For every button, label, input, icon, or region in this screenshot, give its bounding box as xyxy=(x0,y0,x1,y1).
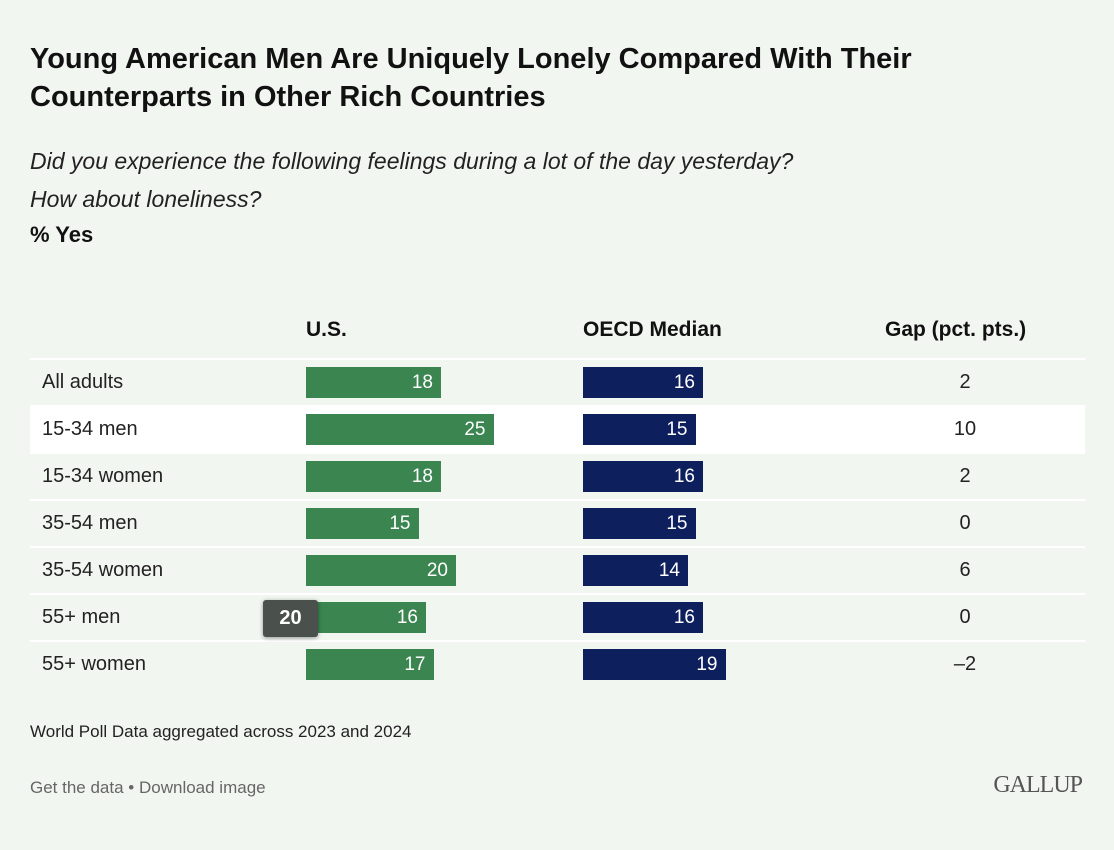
separator: • xyxy=(123,778,139,797)
row-label: 35-54 women xyxy=(42,559,164,581)
source-note: World Poll Data aggregated across 2023 a… xyxy=(30,722,412,741)
oecd-bar[interactable]: 16 xyxy=(583,461,703,492)
gap-value: 2 xyxy=(959,465,971,487)
chart-title: Young American Men Are Uniquely Lonely C… xyxy=(30,43,912,113)
download-image-link[interactable]: Download image xyxy=(138,778,266,797)
gap-value: 6 xyxy=(959,559,971,581)
gap-value: 10 xyxy=(953,418,977,440)
gallup-logo: GALLUP xyxy=(993,772,1083,798)
row-label: 15-34 men xyxy=(42,418,138,440)
gap-value: –2 xyxy=(953,653,977,675)
get-data-link[interactable]: Get the data xyxy=(30,778,124,797)
row-label: All adults xyxy=(42,371,124,393)
us-bar[interactable]: 18 xyxy=(306,367,441,398)
table-row[interactable]: 55+ men 16 16 0 xyxy=(30,593,1085,640)
oecd-bar[interactable]: 16 xyxy=(583,602,703,633)
gap-value: 2 xyxy=(959,371,971,393)
us-bar[interactable]: 25 xyxy=(306,414,494,445)
us-bar[interactable]: 17 xyxy=(306,649,434,680)
us-bar[interactable]: 18 xyxy=(306,461,441,492)
header-oecd: OECD Median xyxy=(583,318,722,341)
row-label: 55+ women xyxy=(42,653,146,675)
table-row[interactable]: 35-54 men 15 15 0 xyxy=(30,499,1085,546)
us-bar[interactable]: 16 xyxy=(306,602,426,633)
table-row[interactable]: 35-54 women 20 14 6 xyxy=(30,546,1085,593)
footer-links: Get the data • Download image xyxy=(30,778,266,798)
subtitle-line-1: Did you experience the following feeling… xyxy=(30,148,794,174)
oecd-bar[interactable]: 19 xyxy=(583,649,726,680)
chart-subtitle: Did you experience the following feeling… xyxy=(30,142,793,218)
header-gap: Gap (pct. pts.) xyxy=(885,318,1027,341)
row-label: 15-34 women xyxy=(42,465,164,487)
oecd-bar[interactable]: 14 xyxy=(583,555,688,586)
us-bar[interactable]: 20 xyxy=(306,555,456,586)
gap-value: 0 xyxy=(959,512,971,534)
oecd-bar[interactable]: 15 xyxy=(583,414,696,445)
oecd-bar[interactable]: 16 xyxy=(583,367,703,398)
table-row[interactable]: 15-34 men 25 15 10 xyxy=(30,405,1085,452)
header-us: U.S. xyxy=(306,318,347,341)
oecd-bar[interactable]: 15 xyxy=(583,508,696,539)
unit-label: % Yes xyxy=(30,222,94,247)
subtitle-line-2: How about loneliness? xyxy=(30,186,262,212)
gap-value: 0 xyxy=(959,606,971,628)
tooltip: 20 xyxy=(263,600,318,637)
table-row[interactable]: 15-34 women 18 16 2 xyxy=(30,452,1085,499)
table-row[interactable]: 55+ women 17 19 –2 xyxy=(30,640,1085,687)
row-label: 35-54 men xyxy=(42,512,138,534)
table-row[interactable]: All adults 18 16 2 xyxy=(30,358,1085,405)
us-bar[interactable]: 15 xyxy=(306,508,419,539)
row-label: 55+ men xyxy=(42,606,121,628)
